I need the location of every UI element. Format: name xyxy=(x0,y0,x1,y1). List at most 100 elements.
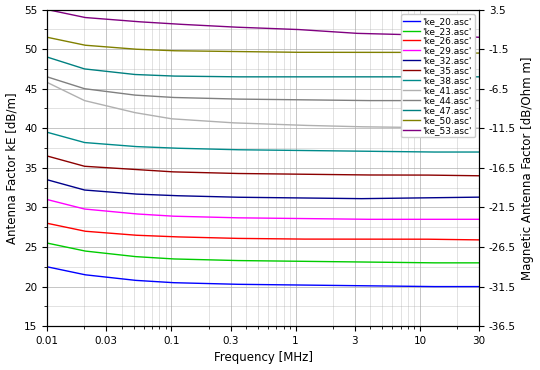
'ke_44.asc' xyxy=(333,98,339,102)
'ke_29.asc' xyxy=(476,217,482,222)
'ke_23.asc' xyxy=(299,259,305,263)
'ke_35.asc' xyxy=(476,174,482,178)
'ke_32.asc' xyxy=(299,196,305,200)
'ke_50.asc' xyxy=(239,50,246,54)
'ke_50.asc' xyxy=(120,46,127,51)
'ke_32.asc' xyxy=(370,196,376,201)
'ke_29.asc' xyxy=(239,216,246,220)
'ke_20.asc' xyxy=(369,284,376,288)
'ke_47.asc' xyxy=(299,75,306,79)
'ke_38.asc' xyxy=(155,145,161,150)
'ke_41.asc' xyxy=(120,108,127,112)
'ke_26.asc' xyxy=(239,236,246,240)
'ke_47.asc' xyxy=(228,75,234,79)
'ke_38.asc' xyxy=(299,148,305,153)
'ke_38.asc' xyxy=(333,149,339,153)
'ke_44.asc' xyxy=(370,98,376,103)
'ke_50.asc' xyxy=(44,35,50,40)
'ke_32.asc' xyxy=(120,191,127,195)
'ke_44.asc' xyxy=(44,75,50,79)
Line: 'ke_41.asc': 'ke_41.asc' xyxy=(47,83,479,128)
'ke_50.asc' xyxy=(333,50,339,54)
Y-axis label: Antenna Factor kE [dB/m]: Antenna Factor kE [dB/m] xyxy=(5,92,18,244)
'ke_20.asc' xyxy=(333,283,339,288)
'ke_35.asc' xyxy=(333,172,339,177)
Line: 'ke_38.asc': 'ke_38.asc' xyxy=(47,132,479,152)
Line: 'ke_26.asc': 'ke_26.asc' xyxy=(47,223,479,240)
'ke_35.asc' xyxy=(155,169,161,173)
'ke_29.asc' xyxy=(120,211,127,215)
'ke_47.asc' xyxy=(476,75,482,79)
'ke_29.asc' xyxy=(333,217,339,221)
Line: 'ke_35.asc': 'ke_35.asc' xyxy=(47,156,479,176)
'ke_38.asc' xyxy=(476,150,482,154)
'ke_23.asc' xyxy=(155,256,161,260)
'ke_44.asc' xyxy=(239,97,246,101)
'ke_47.asc' xyxy=(44,55,50,59)
'ke_29.asc' xyxy=(44,197,50,202)
'ke_23.asc' xyxy=(369,260,376,265)
'ke_26.asc' xyxy=(299,237,305,241)
'ke_23.asc' xyxy=(44,241,50,245)
'ke_41.asc' xyxy=(369,125,376,129)
'ke_41.asc' xyxy=(239,121,246,125)
'ke_23.asc' xyxy=(476,260,482,265)
'ke_26.asc' xyxy=(44,221,50,225)
'ke_53.asc' xyxy=(239,25,246,30)
'ke_32.asc' xyxy=(352,196,359,201)
Line: 'ke_23.asc': 'ke_23.asc' xyxy=(47,243,479,263)
'ke_53.asc' xyxy=(44,7,50,12)
'ke_32.asc' xyxy=(239,195,246,199)
'ke_41.asc' xyxy=(476,126,482,131)
'ke_41.asc' xyxy=(155,114,161,119)
'ke_20.asc' xyxy=(299,283,305,287)
'ke_50.asc' xyxy=(369,50,376,54)
'ke_47.asc' xyxy=(240,75,247,79)
'ke_29.asc' xyxy=(352,217,359,222)
'ke_23.asc' xyxy=(333,260,339,264)
'ke_26.asc' xyxy=(333,237,339,241)
'ke_32.asc' xyxy=(333,196,339,201)
'ke_47.asc' xyxy=(370,75,376,79)
'ke_20.asc' xyxy=(155,280,161,284)
'ke_47.asc' xyxy=(120,71,127,75)
'ke_50.asc' xyxy=(299,50,305,54)
'ke_20.asc' xyxy=(476,285,482,289)
'ke_32.asc' xyxy=(476,195,482,199)
'ke_44.asc' xyxy=(120,91,127,96)
'ke_20.asc' xyxy=(417,285,423,289)
Line: 'ke_47.asc': 'ke_47.asc' xyxy=(47,57,479,77)
Legend: 'ke_20.asc', 'ke_23.asc', 'ke_26.asc', 'ke_29.asc', 'ke_32.asc', 'ke_35.asc', 'k: 'ke_20.asc', 'ke_23.asc', 'ke_26.asc', '… xyxy=(401,14,475,137)
'ke_26.asc' xyxy=(120,232,127,236)
'ke_35.asc' xyxy=(369,173,376,177)
'ke_53.asc' xyxy=(369,31,376,36)
'ke_41.asc' xyxy=(44,80,50,85)
Line: 'ke_44.asc': 'ke_44.asc' xyxy=(47,77,479,101)
'ke_35.asc' xyxy=(44,154,50,158)
Line: 'ke_50.asc': 'ke_50.asc' xyxy=(47,37,479,53)
'ke_23.asc' xyxy=(239,258,246,263)
'ke_47.asc' xyxy=(155,73,161,78)
'ke_20.asc' xyxy=(239,282,246,287)
'ke_50.asc' xyxy=(155,48,161,53)
'ke_26.asc' xyxy=(369,237,376,241)
X-axis label: Frequency [MHz]: Frequency [MHz] xyxy=(214,352,313,364)
'ke_53.asc' xyxy=(155,21,161,25)
'ke_44.asc' xyxy=(476,98,482,103)
'ke_38.asc' xyxy=(417,150,423,154)
Line: 'ke_32.asc': 'ke_32.asc' xyxy=(47,180,479,199)
'ke_29.asc' xyxy=(299,216,305,221)
'ke_29.asc' xyxy=(370,217,376,222)
'ke_38.asc' xyxy=(239,148,246,152)
'ke_26.asc' xyxy=(155,234,161,238)
Line: 'ke_20.asc': 'ke_20.asc' xyxy=(47,267,479,287)
'ke_38.asc' xyxy=(44,130,50,134)
'ke_53.asc' xyxy=(476,35,482,40)
'ke_50.asc' xyxy=(476,51,482,55)
'ke_20.asc' xyxy=(44,265,50,269)
Line: 'ke_29.asc': 'ke_29.asc' xyxy=(47,199,479,219)
'ke_23.asc' xyxy=(417,260,423,265)
'ke_47.asc' xyxy=(333,75,340,79)
'ke_35.asc' xyxy=(239,171,246,176)
'ke_53.asc' xyxy=(299,27,305,32)
